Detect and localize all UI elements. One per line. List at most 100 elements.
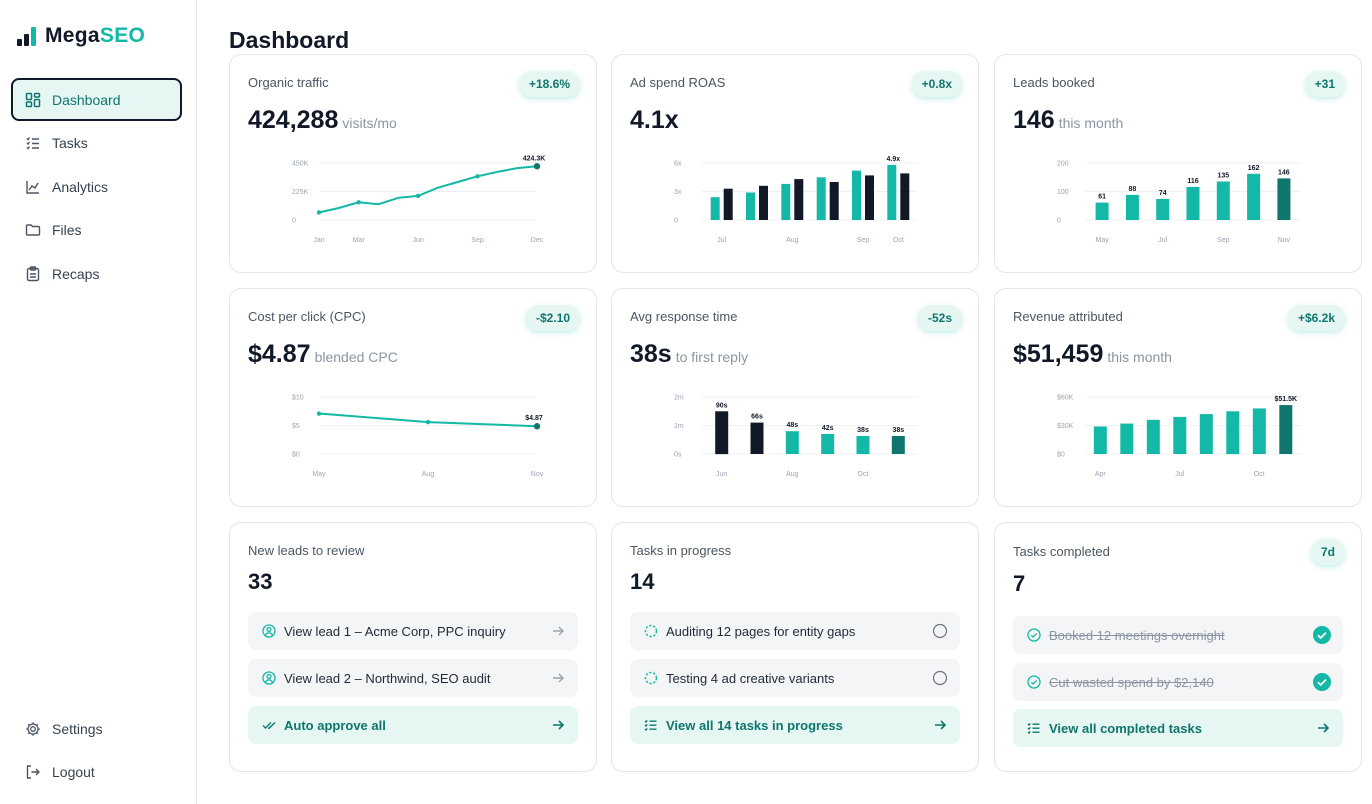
view-all-in-progress-button[interactable]: View all 14 tasks in progress: [630, 706, 960, 744]
x-tick-label: Sep: [471, 237, 484, 244]
task-row[interactable]: Testing 4 ad creative variants: [630, 659, 960, 697]
sidebar-item-label: Recaps: [52, 265, 100, 282]
check-circle-icon: [1027, 628, 1041, 642]
y-tick-label: $0: [292, 452, 300, 459]
view-all-completed-button[interactable]: View all completed tasks: [1013, 709, 1343, 747]
completed-task-row[interactable]: Cut wasted spend by $2,140: [1013, 663, 1343, 701]
arrow-right-icon: [1318, 723, 1330, 733]
completed-task-row[interactable]: Booked 12 meetings overnight: [1013, 616, 1343, 654]
bar: [856, 436, 870, 454]
data-point: [475, 174, 480, 179]
card-label: Revenue attributed: [1013, 309, 1123, 324]
bar: [794, 179, 804, 220]
card-value: 14: [630, 569, 655, 594]
sidebar-item-analytics[interactable]: Analytics: [11, 165, 182, 208]
card-value: 7: [1013, 571, 1026, 596]
card-label: Avg response time: [630, 309, 738, 324]
sidebar-item-dashboard[interactable]: Dashboard: [11, 78, 182, 121]
data-label: 66s: [751, 414, 763, 421]
data-point: [316, 411, 322, 416]
y-tick-label: 0: [292, 218, 296, 225]
data-point: [415, 193, 421, 199]
x-tick-label: Sep: [857, 237, 870, 244]
bar: [900, 173, 910, 220]
data-label: 135: [1217, 173, 1229, 180]
sidebar-item-logout[interactable]: Logout: [11, 751, 182, 794]
bar: [1173, 416, 1187, 454]
period-badge: 7d: [1310, 539, 1345, 565]
x-tick-label: Oct: [893, 237, 904, 244]
card-label: New leads to review: [248, 543, 365, 558]
bar: [1095, 202, 1109, 220]
sidebar-item-tasks[interactable]: Tasks: [11, 122, 182, 165]
data-label: 146: [1278, 169, 1290, 176]
cpc-card: Cost per click (CPC) -$2.10 $4.87 blended…: [229, 288, 597, 507]
data-label: 74: [1159, 190, 1167, 197]
list-check-icon: [1027, 722, 1040, 734]
bar: [816, 177, 826, 221]
data-label: 162: [1248, 165, 1260, 172]
x-tick-label: Oct: [1254, 471, 1265, 478]
tasks-icon: [26, 137, 39, 150]
series-line: [318, 165, 538, 214]
change-badge: +0.8x: [911, 71, 962, 97]
y-tick-label: 1m: [674, 423, 684, 430]
y-tick-label: $30K: [1057, 423, 1074, 430]
analytics-icon: [26, 180, 39, 194]
data-label: 4.9x: [887, 156, 901, 163]
tasks-completed-card: Tasks completed 7d 7 Booked 12 meetings …: [994, 522, 1362, 772]
y-tick-label: 225K: [292, 189, 309, 196]
x-tick-label: Dec: [531, 237, 544, 244]
sidebar-item-files[interactable]: Files: [11, 209, 182, 252]
arrow-right-icon: [935, 720, 947, 730]
bar: [887, 164, 897, 220]
loading-icon: [644, 671, 658, 685]
card-value: 38s to first reply: [630, 340, 748, 369]
data-point: [533, 423, 541, 430]
x-tick-label: Jul: [1175, 471, 1184, 478]
card-label: Cost per click (CPC): [248, 309, 366, 324]
change-badge: +$6.2k: [1287, 305, 1345, 331]
data-label: 424.3K: [523, 155, 546, 162]
x-tick-label: Sep: [1217, 237, 1230, 244]
lead-row[interactable]: View lead 2 – Northwind, SEO audit: [248, 659, 578, 697]
sidebar: MegaSEO Dashboard Tasks Analytics Files …: [0, 0, 197, 804]
checkmark-filled-icon[interactable]: [1313, 626, 1331, 644]
list-check-icon: [644, 719, 657, 731]
arrow-right-icon: [553, 626, 564, 636]
bar: [852, 170, 861, 220]
auto-approve-button[interactable]: Auto approve all: [248, 706, 578, 744]
bar: [829, 182, 839, 220]
change-badge: +18.6%: [518, 71, 580, 97]
revenue-card: Revenue attributed +$6.2k $51,459 this mo…: [994, 288, 1362, 507]
arrow-right-icon: [553, 673, 564, 683]
data-label: 48s: [786, 422, 798, 429]
sidebar-nav: Dashboard Tasks Analytics Files Recaps: [11, 78, 182, 296]
radio-circle-icon[interactable]: [932, 623, 948, 639]
bar: [750, 422, 764, 454]
avg-response-card: Avg response time -52s 38s to first reply…: [611, 288, 979, 507]
sidebar-item-settings[interactable]: Settings: [11, 707, 182, 750]
bar: [821, 434, 835, 454]
dashboard-icon: [25, 92, 41, 107]
x-tick-label: Jan: [313, 237, 324, 244]
data-label: 61: [1098, 194, 1106, 201]
lead-row[interactable]: View lead 1 – Acme Corp, PPC inquiry: [248, 612, 578, 650]
change-badge: -$2.10: [525, 305, 580, 331]
series-line: [318, 412, 538, 428]
logo-text: MegaSEO: [45, 24, 146, 47]
gear-icon: [26, 721, 40, 736]
checkmark-filled-icon[interactable]: [1313, 673, 1331, 691]
radio-circle-icon[interactable]: [932, 670, 948, 686]
sidebar-item-label: Settings: [52, 720, 103, 737]
card-label: Ad spend ROAS: [630, 75, 726, 90]
leads-booked-card: Leads booked +31 146 this month 0 100 200 61…: [994, 54, 1362, 273]
sidebar-item-recaps[interactable]: Recaps: [11, 252, 182, 295]
bar: [891, 436, 905, 454]
user-circle-icon: [262, 671, 276, 685]
task-row[interactable]: Auditing 12 pages for entity gaps: [630, 612, 960, 650]
leads-booked-chart: 0 100 200 61 May 88 74 Jul 116 135 Sep 162 146 Nov: [1057, 161, 1301, 244]
logo[interactable]: MegaSEO: [17, 24, 145, 48]
data-point: [316, 210, 322, 215]
clipboard-icon: [26, 265, 40, 281]
